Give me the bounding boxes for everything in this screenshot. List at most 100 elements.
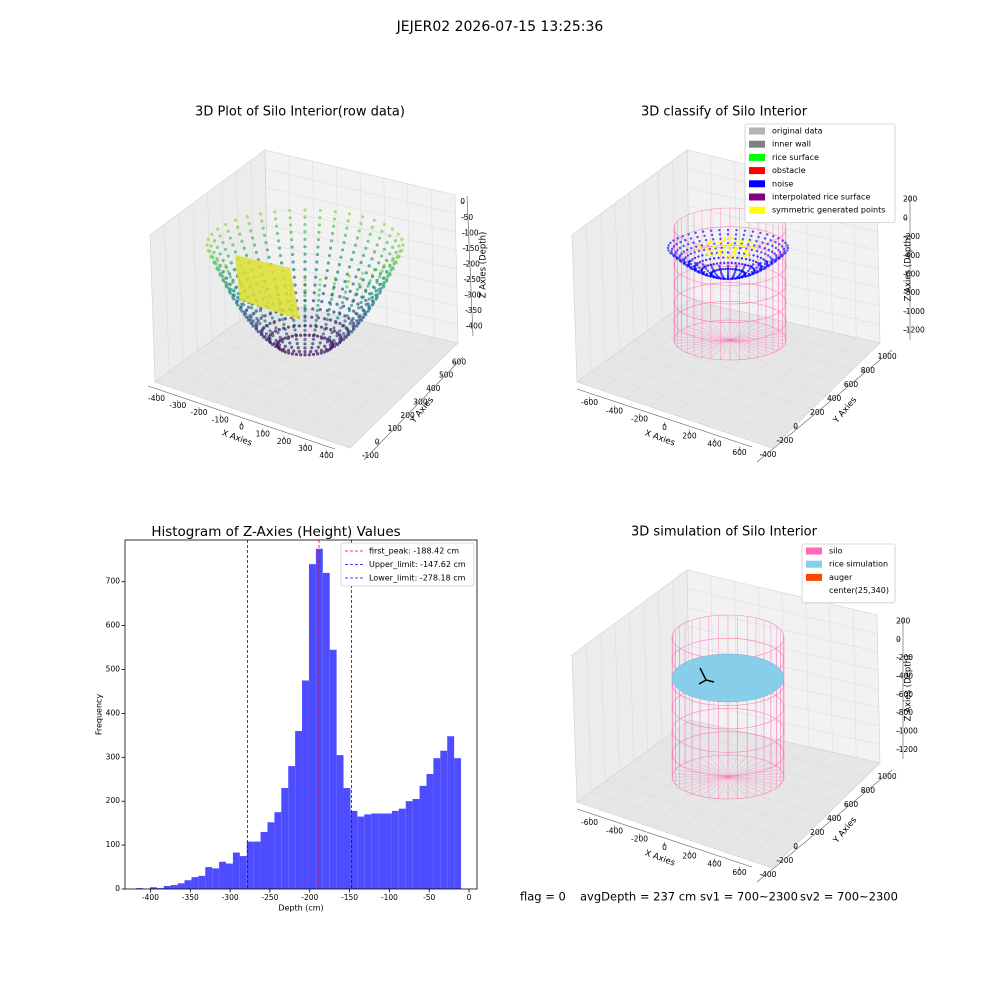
point <box>314 318 318 323</box>
point <box>752 259 755 263</box>
point <box>234 218 238 222</box>
x-tick-label: -300 <box>222 893 239 902</box>
point <box>255 316 259 321</box>
legend-label: rice simulation <box>829 560 888 569</box>
point <box>675 243 678 246</box>
point <box>268 312 272 316</box>
point <box>318 208 322 213</box>
point <box>722 267 725 271</box>
point <box>324 326 328 330</box>
silo-line <box>727 755 738 778</box>
point <box>742 255 746 258</box>
point <box>317 230 321 234</box>
point <box>786 246 790 250</box>
axis-line <box>756 349 893 463</box>
pane-grid <box>829 603 833 753</box>
point <box>261 314 265 318</box>
bar <box>281 788 289 889</box>
silo-line <box>710 339 731 359</box>
legend-label: rice surface <box>772 153 819 162</box>
point <box>777 237 780 240</box>
point <box>272 319 276 324</box>
x-tick-label: -350 <box>182 893 199 902</box>
point <box>734 237 737 241</box>
point <box>347 332 351 336</box>
point <box>756 255 759 258</box>
point <box>303 324 307 328</box>
point <box>357 229 361 233</box>
z-tick-label: 0 <box>896 635 901 644</box>
point <box>242 246 246 250</box>
point <box>355 292 359 296</box>
point <box>744 257 748 261</box>
x-tick-label: 600 <box>732 868 747 877</box>
x-tick-label: -200 <box>631 835 648 844</box>
point <box>366 309 370 313</box>
footer-text: sv2 = 700~2300 <box>800 890 898 904</box>
point <box>314 275 318 279</box>
point <box>205 243 209 247</box>
point <box>360 316 364 320</box>
point <box>310 346 314 350</box>
silo-line <box>729 336 786 341</box>
pane-grid <box>192 203 198 352</box>
silo-line <box>675 776 729 785</box>
point <box>346 328 350 332</box>
point <box>723 244 726 248</box>
point <box>330 293 334 297</box>
pane-grid <box>586 224 592 372</box>
legend-label: interpolated rice surface <box>772 193 870 202</box>
point <box>382 280 386 285</box>
point <box>732 251 735 255</box>
point <box>276 239 281 243</box>
bar <box>447 736 455 889</box>
point <box>355 312 359 316</box>
point <box>309 349 313 354</box>
point <box>231 243 235 247</box>
point <box>391 245 395 249</box>
point <box>274 326 278 330</box>
bar <box>267 822 275 889</box>
point <box>303 353 307 357</box>
point <box>343 233 348 237</box>
point <box>290 334 295 338</box>
point <box>364 298 368 303</box>
point <box>249 229 253 233</box>
point <box>718 228 721 232</box>
x-tick-label: -400 <box>142 893 159 902</box>
axis-label: X Axies <box>643 428 676 448</box>
point <box>332 281 337 286</box>
point <box>303 304 307 308</box>
point <box>215 245 219 249</box>
silo-line <box>699 776 729 797</box>
bar <box>149 887 157 889</box>
point <box>353 243 358 247</box>
point <box>334 319 338 324</box>
point <box>781 254 784 257</box>
point <box>744 274 748 278</box>
point <box>317 293 321 297</box>
point <box>382 265 386 269</box>
silo-line <box>691 776 729 795</box>
axis-pane <box>576 299 881 449</box>
point <box>683 261 686 265</box>
pane-grid <box>407 183 411 333</box>
silo-line <box>679 776 729 789</box>
point <box>712 253 715 257</box>
point <box>277 327 281 332</box>
footer-text: sv1 = 700~2300 <box>700 890 798 904</box>
point <box>315 308 320 313</box>
point <box>766 263 769 267</box>
point <box>377 288 381 292</box>
point <box>328 318 333 322</box>
axis-label: Z Axies (Depth) <box>904 235 914 302</box>
pane-grid <box>647 330 840 383</box>
point <box>325 340 329 344</box>
point <box>400 248 404 253</box>
point <box>696 235 699 239</box>
point <box>694 263 698 266</box>
point <box>239 305 243 310</box>
point <box>316 303 320 308</box>
point <box>706 274 710 278</box>
point <box>318 307 322 312</box>
